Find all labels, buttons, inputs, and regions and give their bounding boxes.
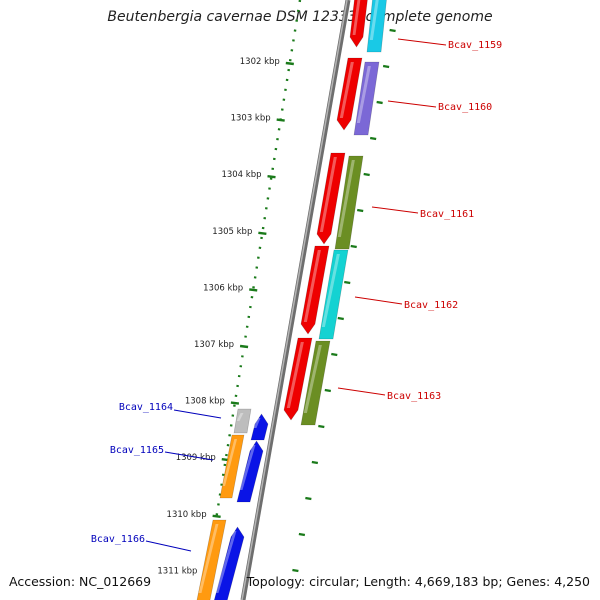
- gene-label-forward[interactable]: Bcav_1163: [387, 391, 441, 402]
- minor-tick: [337, 316, 344, 321]
- minor-tick: [389, 28, 396, 33]
- gene-red-block[interactable]: [349, 0, 368, 48]
- gene-label-forward[interactable]: Bcav_1161: [420, 209, 474, 220]
- gene-olive-block-shine: [337, 160, 355, 237]
- accession-text: Accession: NC_012669: [9, 574, 152, 589]
- minor-tick: [318, 424, 325, 429]
- gene-label-reverse[interactable]: Bcav_1166: [91, 534, 145, 545]
- gene-orange-block[interactable]: [219, 434, 245, 499]
- minor-tick: [363, 172, 370, 177]
- gene-orange-block-shine: [198, 524, 219, 593]
- gene-red-block[interactable]: [283, 337, 313, 421]
- gene-purple-block-shine: [356, 66, 371, 123]
- scale-tick-mark: [212, 514, 221, 518]
- gene-label-forward[interactable]: Bcav_1159: [448, 40, 502, 51]
- gene-red-block-shine: [319, 157, 337, 232]
- leader-line: [164, 451, 214, 461]
- minor-tick: [350, 244, 357, 249]
- scale-tick-label: 1308 kbp: [185, 397, 225, 407]
- leader-line: [397, 38, 447, 46]
- scale-tick-label: 1302 kbp: [240, 57, 280, 67]
- scale-tick-label: 1311 kbp: [157, 566, 197, 576]
- gene-red-block-shine: [286, 342, 304, 408]
- genome-summary-text: Topology: circular; Length: 4,669,183 bp…: [246, 574, 590, 589]
- scale-tick-mark: [285, 61, 294, 66]
- scale-tick-mark: [239, 344, 249, 349]
- gene-blue-block[interactable]: [236, 440, 264, 503]
- gene-red-block-shine: [352, 0, 361, 35]
- scale-tick-mark: [276, 118, 285, 122]
- gene-red-block[interactable]: [316, 152, 346, 245]
- feature-labels: Bcav_1159 Bcav_1160 Bcav_1161 Bcav_1162 Bcav…: [91, 38, 502, 552]
- minor-tick: [298, 532, 306, 537]
- gene-orange-block[interactable]: [196, 519, 227, 600]
- leader-line: [173, 409, 222, 419]
- minor-tick: [376, 100, 383, 105]
- genome-title: Beutenbergia cavernae DSM 12333, complet…: [107, 9, 493, 25]
- scale-tick-mark: [258, 231, 267, 235]
- scale-track: 1302 kbp 1303 kbp 1304 kbp 1305 kbp 1306 kbp…: [157, 0, 396, 600]
- scale-tick-label: 1310 kbp: [167, 510, 207, 520]
- gene-orange-block-shine: [222, 439, 238, 486]
- scale-tick-label: 1303 kbp: [231, 114, 271, 124]
- scale-tick-mark: [249, 288, 258, 292]
- gene-grey-block[interactable]: [233, 408, 252, 434]
- gene-cyan-block-shine: [369, 0, 379, 40]
- scale-tick-mark: [267, 175, 276, 179]
- backbone-track: [240, 0, 351, 600]
- gene-red-block[interactable]: [336, 57, 363, 131]
- scale-dotted-line: [201, 0, 302, 600]
- leader-line: [371, 206, 419, 214]
- minor-tick: [331, 352, 338, 357]
- gene-teal-block[interactable]: [318, 249, 349, 340]
- gene-purple-block[interactable]: [353, 61, 380, 136]
- gene-teal-block-shine: [321, 254, 340, 327]
- gene-olive-block[interactable]: [300, 340, 331, 426]
- gene-blue-block-shine: [239, 445, 256, 490]
- minor-tick: [344, 280, 351, 285]
- gene-label-forward[interactable]: Bcav_1160: [438, 102, 492, 113]
- leader-line: [387, 100, 437, 108]
- gene-blue-block[interactable]: [250, 413, 269, 441]
- gene-olive-block[interactable]: [334, 155, 364, 250]
- minor-tick: [357, 208, 364, 213]
- gene-label-forward[interactable]: Bcav_1162: [404, 300, 458, 311]
- gene-red-block-shine: [303, 250, 321, 322]
- minor-tick: [305, 496, 312, 501]
- scale-tick-label: 1305 kbp: [212, 227, 252, 237]
- gene-blue-block-shine: [215, 531, 237, 593]
- gene-blue-block-shine: [253, 418, 261, 428]
- gene-label-reverse[interactable]: Bcav_1165: [110, 445, 164, 456]
- gene-blue-block[interactable]: [213, 526, 245, 600]
- gene-olive-block-shine: [303, 345, 322, 413]
- gene-label-reverse[interactable]: Bcav_1164: [119, 402, 173, 413]
- leader-line: [354, 296, 403, 305]
- minor-tick: [324, 388, 331, 393]
- minor-tick: [369, 136, 377, 141]
- genome-backbone-highlight: [241, 0, 348, 600]
- scale-tick-mark: [230, 401, 240, 405]
- scale-tick-label: 1304 kbp: [221, 170, 261, 180]
- minor-tick: [382, 64, 390, 69]
- scale-tick-label: 1306 kbp: [203, 283, 243, 293]
- gene-red-block[interactable]: [300, 245, 330, 335]
- minor-tick: [311, 460, 319, 465]
- leader-line: [337, 387, 386, 396]
- gene-red-block-shine: [339, 62, 354, 118]
- gene-cyan-block[interactable]: [366, 0, 387, 53]
- leader-line: [145, 540, 192, 552]
- gene-grey-block-shine: [236, 413, 244, 421]
- genome-backbone: [240, 0, 351, 600]
- minor-tick: [292, 568, 299, 573]
- feature-tracks: [196, 0, 387, 600]
- scale-tick-label: 1309 kbp: [176, 453, 216, 463]
- scale-tick-label: 1307 kbp: [194, 340, 234, 350]
